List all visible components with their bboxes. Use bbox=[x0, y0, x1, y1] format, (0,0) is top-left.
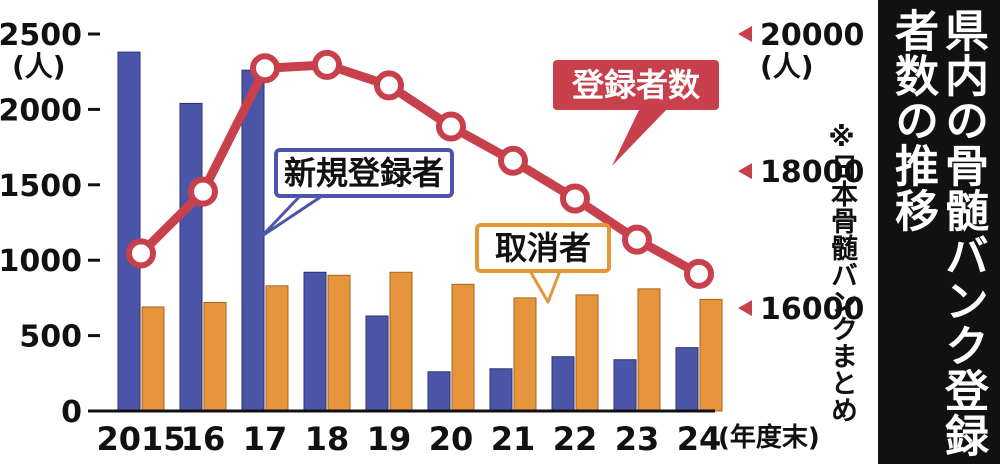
callout-registered-total-box bbox=[553, 60, 719, 110]
point-registered-total bbox=[250, 53, 280, 84]
right-tick-marker bbox=[738, 26, 752, 42]
right-tick-label: 20000 bbox=[760, 18, 864, 53]
left-tick-label: 500 bbox=[19, 320, 82, 355]
right-tick-label: 16000 bbox=[760, 292, 864, 327]
point-registered-total bbox=[188, 176, 218, 207]
bar-cancellations bbox=[327, 274, 351, 412]
bar-new-registrants bbox=[179, 102, 203, 412]
bar-new-registrants bbox=[489, 368, 513, 412]
x-axis-unit: (年度末) bbox=[718, 422, 820, 453]
callout-new-registrants-label: 新規登録者 bbox=[284, 154, 444, 192]
bar-new-registrants bbox=[427, 371, 451, 412]
bar-cancellations bbox=[451, 283, 475, 412]
right-axis-ticks: 16000 18000 20000 bbox=[738, 18, 864, 327]
bar-cancellations bbox=[513, 297, 537, 412]
left-tick-label: 2000 bbox=[0, 93, 82, 128]
callout-new-registrants-box bbox=[274, 148, 454, 198]
x-tick-label: 20 bbox=[429, 420, 474, 458]
bar-cancellations bbox=[203, 301, 227, 412]
line-registered-total bbox=[137, 60, 702, 278]
point-registered-total bbox=[126, 238, 156, 269]
callout-cancellations-box bbox=[475, 223, 611, 273]
x-tick-label: 19 bbox=[367, 420, 412, 458]
x-tick-label: 21 bbox=[491, 420, 536, 458]
bar-cancellations bbox=[389, 271, 413, 412]
callout-new-registrants-pointer bbox=[260, 194, 324, 238]
bar-new-registrants bbox=[117, 51, 141, 412]
bar-new-registrants bbox=[303, 271, 327, 412]
bar-new-registrants bbox=[241, 69, 265, 412]
right-tick-label: 18000 bbox=[760, 155, 864, 190]
point-registered-total bbox=[312, 49, 342, 80]
right-tick-marker bbox=[738, 300, 752, 317]
left-axis-ticks: 0 500 1000 1500 2000 2500 bbox=[0, 18, 100, 430]
x-tick-label: 16 bbox=[181, 420, 226, 458]
bar-cancellations bbox=[637, 288, 661, 412]
left-tick-label: 1000 bbox=[0, 244, 82, 279]
x-tick-label: 2015 bbox=[96, 420, 185, 458]
chart-title-line-2: 者数の推移 bbox=[887, 8, 938, 233]
bar-cancellations bbox=[141, 306, 165, 412]
point-registered-total bbox=[436, 111, 466, 142]
point-registered-total bbox=[684, 258, 714, 289]
callout-cancellations-label: 取消者 bbox=[495, 229, 591, 267]
bar-new-registrants bbox=[551, 356, 575, 412]
right-tick-marker bbox=[738, 163, 752, 180]
bar-new-registrants bbox=[365, 315, 389, 412]
right-axis-unit: (人) bbox=[760, 50, 814, 83]
callout-registered-total-label: 登録者数 bbox=[571, 66, 701, 104]
x-tick-label: 17 bbox=[243, 420, 288, 458]
bar-cancellations bbox=[575, 294, 599, 412]
registered-total-line bbox=[126, 49, 714, 289]
point-registered-total bbox=[498, 145, 528, 176]
bar-new-registrants bbox=[675, 347, 699, 412]
point-registered-total bbox=[374, 70, 404, 101]
left-tick-label: 2500 bbox=[0, 18, 82, 53]
callout-registered-total-pointer bbox=[612, 108, 668, 166]
x-tick-label: 23 bbox=[615, 420, 660, 458]
bar-cancellations bbox=[265, 285, 289, 412]
bar-new-registrants bbox=[613, 359, 637, 412]
left-tick-label: 1500 bbox=[0, 169, 82, 204]
chart-title-line-1: 県内の骨髄バンク登録 bbox=[937, 8, 988, 458]
left-axis-unit: (人) bbox=[12, 50, 66, 83]
x-tick-label: 24 bbox=[677, 420, 722, 458]
left-tick-label: 0 bbox=[61, 395, 82, 430]
bar-cancellations bbox=[699, 298, 723, 412]
callout-cancellations-pointer bbox=[528, 269, 562, 304]
point-registered-total bbox=[560, 183, 590, 214]
bars bbox=[117, 51, 723, 412]
point-registered-total bbox=[622, 224, 652, 255]
x-tick-label: 22 bbox=[553, 420, 598, 458]
x-tick-label: 18 bbox=[305, 420, 350, 458]
source-note: ※日本骨髄バンクまとめ bbox=[826, 122, 857, 423]
title-panel: 県内の骨髄バンク登録 者数の推移 bbox=[878, 0, 1000, 464]
